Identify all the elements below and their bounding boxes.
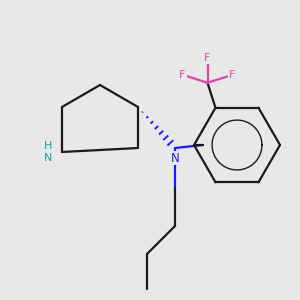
- Text: F: F: [179, 70, 186, 80]
- Text: F: F: [229, 70, 236, 80]
- Text: N: N: [171, 152, 179, 164]
- Text: H
N: H N: [44, 141, 52, 163]
- Text: F: F: [204, 53, 211, 63]
